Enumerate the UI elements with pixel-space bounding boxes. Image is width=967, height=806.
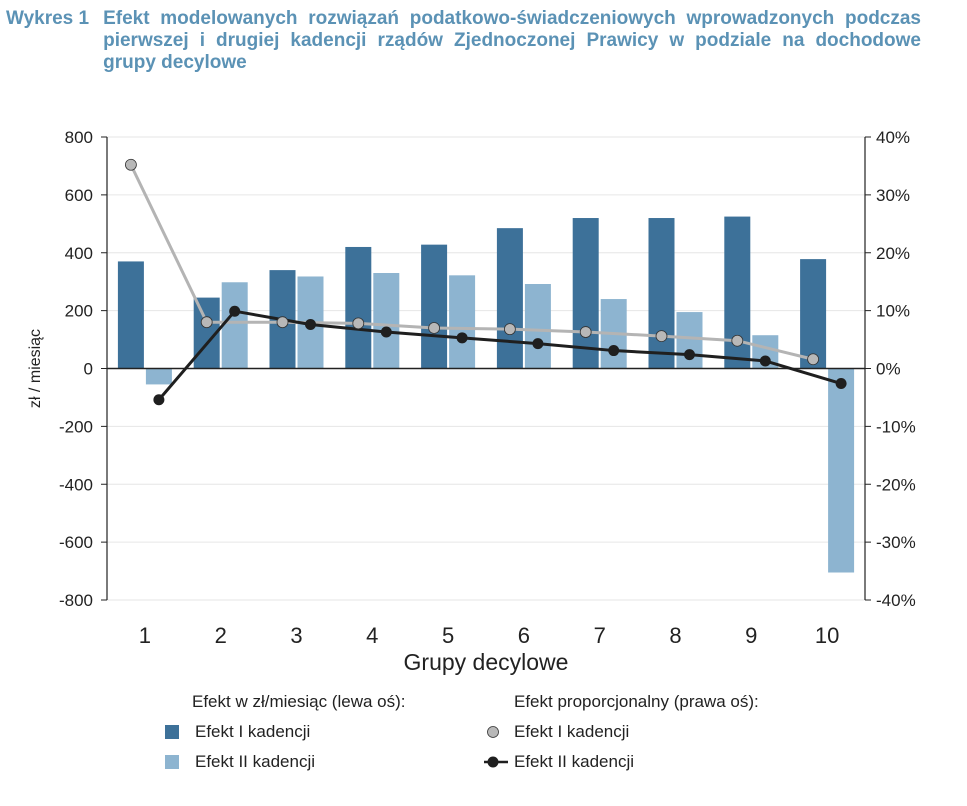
right-tick-label: -40% (876, 591, 916, 610)
legend-label-line-ii: Efekt II kadencji (514, 752, 635, 771)
right-tick-label: 0% (876, 360, 901, 379)
bar-efekt-ii-kadencji (828, 368, 855, 573)
x-tick-label: 4 (366, 623, 378, 648)
point-efekt-ii-kadencji (532, 338, 544, 350)
point-efekt-ii-kadencji (456, 332, 468, 344)
left-tick-label: -400 (59, 475, 93, 494)
point-efekt-i-kadencji (124, 158, 137, 171)
right-tick-label: -20% (876, 475, 916, 494)
legend-item-bar-i: Efekt I kadencji (165, 722, 310, 742)
bar-efekt-i-kadencji (800, 259, 827, 369)
right-tick-label: 30% (876, 186, 910, 205)
left-tick-label: -600 (59, 533, 93, 552)
x-tick-label: 5 (442, 623, 454, 648)
left-tick-label: 0 (84, 360, 93, 379)
right-tick-label: 10% (876, 302, 910, 321)
point-efekt-i-kadencji (807, 353, 819, 366)
left-tick-label: 400 (65, 244, 93, 263)
chart-title: Wykres 1 Efekt modelowanych rozwiązań po… (6, 8, 921, 74)
left-tick-label: 600 (65, 186, 93, 205)
x-tick-label: 8 (669, 623, 681, 648)
bar-efekt-i-kadencji (572, 218, 599, 369)
y-axis-title: zł / miesiąc (27, 329, 44, 408)
legend-label-line-i: Efekt I kadencji (514, 722, 630, 741)
bar-efekt-ii-kadencji (449, 275, 476, 369)
bar-efekt-ii-kadencji (373, 273, 400, 369)
point-efekt-i-kadencji (503, 323, 516, 336)
bar-efekt-i-kadencji (496, 228, 523, 369)
point-efekt-ii-kadencji (608, 345, 620, 357)
point-efekt-ii-kadencji (835, 378, 847, 390)
x-tick-label: 6 (518, 623, 530, 648)
x-axis-title: Grupy decylowe (404, 649, 569, 675)
point-efekt-i-kadencji (276, 316, 289, 329)
bar-efekt-ii-kadencji (524, 284, 551, 369)
right-tick-label: -10% (876, 417, 916, 436)
right-tick-label: -30% (876, 533, 916, 552)
left-tick-label: -800 (59, 591, 93, 610)
left-tick-label: 800 (65, 128, 93, 147)
right-tick-label: 40% (876, 128, 910, 147)
chart-title-text: Efekt modelowanych rozwiązań podatkowo-ś… (103, 8, 921, 73)
bar-efekt-i-kadencji (345, 246, 372, 369)
point-efekt-i-kadencji (428, 322, 441, 334)
x-tick-label: 10 (815, 623, 839, 648)
bar-efekt-ii-kadencji (145, 368, 172, 385)
x-tick-label: 9 (745, 623, 757, 648)
left-tick-label: -200 (59, 417, 93, 436)
legend-item-line-i: Efekt I kadencji (484, 722, 629, 742)
chart-svg: 8006004002000-200-400-600-80040%30%20%10… (27, 128, 916, 675)
legend-label-bar-ii: Efekt II kadencji (195, 752, 316, 771)
bar-efekt-i-kadencji (117, 261, 144, 369)
x-tick-label: 7 (594, 623, 606, 648)
point-efekt-ii-kadencji (759, 355, 771, 367)
point-efekt-i-kadencji (352, 317, 365, 330)
bar-efekt-ii-kadencji (221, 282, 248, 369)
bar-efekt-i-kadencji (421, 244, 448, 369)
legend-label-bar-i: Efekt I kadencji (195, 722, 311, 741)
legend-left-heading: Efekt w zł/miesiąc (lewa oś): (192, 692, 406, 711)
line-efekt-i-kadencji (129, 164, 814, 361)
x-tick-label: 1 (139, 623, 151, 648)
right-tick-label: 20% (876, 244, 910, 263)
left-tick-label: 200 (65, 302, 93, 321)
point-efekt-ii-kadencji (305, 319, 316, 331)
point-efekt-i-kadencji (731, 334, 744, 347)
point-efekt-i-kadencji (200, 316, 213, 329)
legend-swatch-line-i (487, 726, 499, 738)
legend-item-bar-ii: Efekt II kadencji (165, 752, 315, 772)
x-tick-label: 3 (290, 623, 302, 648)
legend-swatch-bar-ii (165, 755, 179, 769)
bar-efekt-i-kadencji (648, 218, 675, 369)
point-efekt-ii-kadencji (684, 349, 695, 361)
legend-swatch-bar-i (165, 725, 179, 739)
x-tick-label: 2 (215, 623, 227, 648)
point-efekt-ii-kadencji (153, 394, 165, 406)
legend-swatch-line-ii (484, 756, 508, 768)
line-efekt-ii-kadencji (157, 309, 842, 401)
legend-item-line-ii: Efekt II kadencji (484, 752, 634, 772)
point-efekt-ii-kadencji (380, 326, 392, 338)
point-efekt-ii-kadencji (229, 305, 241, 317)
legend-right-heading: Efekt proporcjonalny (prawa oś): (514, 692, 759, 711)
point-efekt-i-kadencji (655, 330, 668, 342)
point-efekt-i-kadencji (579, 326, 592, 338)
chart-title-lead: Wykres 1 (6, 8, 90, 29)
